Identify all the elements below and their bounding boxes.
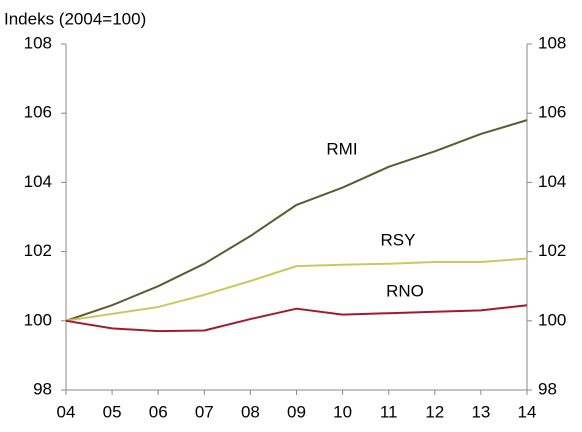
y2-tick-label: 106	[538, 103, 566, 122]
x-tick-label: 12	[425, 402, 444, 421]
x-tick-label: 04	[57, 402, 76, 421]
x-tick-label: 10	[333, 402, 352, 421]
x-tick-label: 14	[518, 402, 537, 421]
y2-tick-label: 98	[538, 379, 557, 398]
series-label: RMI	[326, 139, 357, 158]
y2-tick-label: 104	[538, 172, 566, 191]
y-tick-label: 108	[24, 33, 52, 52]
series-line	[65, 304, 528, 333]
x-tick-label: 08	[241, 402, 260, 421]
x-tick-label: 11	[380, 402, 398, 421]
x-tick-label: 07	[195, 402, 214, 421]
y-tick-label: 100	[24, 310, 52, 329]
series-line	[65, 257, 528, 322]
y-tick-label: 104	[24, 172, 52, 191]
x-tick-label: 05	[103, 402, 122, 421]
y2-tick-label: 100	[538, 310, 566, 329]
series-line	[65, 119, 528, 322]
x-tick-label: 06	[149, 402, 168, 421]
series-label: RSY	[381, 230, 416, 249]
y-tick-label: 102	[24, 241, 52, 260]
series-label: RNO	[386, 281, 424, 300]
y2-tick-label: 108	[538, 33, 566, 52]
y-tick-label: 106	[24, 103, 52, 122]
chart-title: Indeks (2004=100)	[4, 9, 146, 28]
y-tick-label: 98	[33, 379, 52, 398]
x-tick-label: 09	[287, 402, 306, 421]
x-tick-label: 13	[471, 402, 490, 421]
y2-tick-label: 102	[538, 241, 566, 260]
